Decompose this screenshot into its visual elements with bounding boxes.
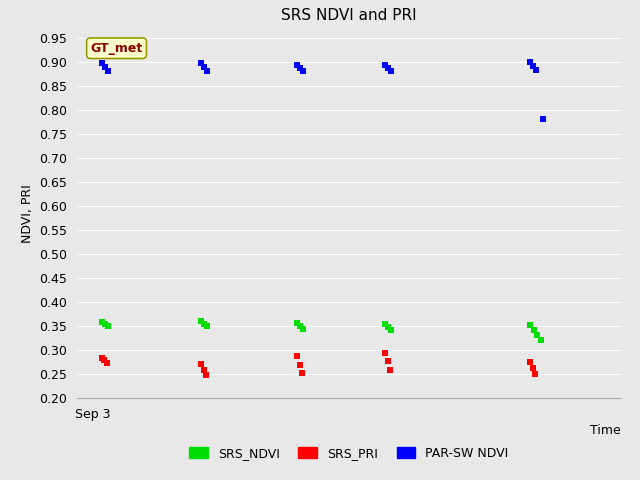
Point [295, 322, 305, 330]
PAR-SW NDVI [103, 67, 113, 75]
Point [386, 67, 396, 74]
Point [383, 358, 393, 365]
SRS_PRI [102, 360, 112, 367]
Point [297, 370, 307, 377]
Point [292, 319, 302, 326]
Point [531, 66, 541, 74]
PAR-SW NDVI [97, 60, 107, 67]
Point [201, 372, 211, 379]
Text: Time: Time [590, 424, 621, 437]
Point [199, 320, 209, 327]
Title: SRS NDVI and PRI: SRS NDVI and PRI [281, 9, 417, 24]
Point [202, 323, 212, 330]
Point [525, 359, 535, 366]
SRS_NDVI [103, 323, 113, 330]
Point [196, 317, 206, 324]
Point [527, 364, 538, 372]
Point [292, 61, 302, 69]
Text: GT_met: GT_met [90, 42, 143, 55]
SRS_PRI [97, 354, 107, 361]
Point [196, 60, 206, 67]
Point [383, 323, 394, 331]
Point [532, 331, 543, 339]
Point [196, 360, 206, 368]
Point [536, 336, 546, 344]
PAR-SW NDVI [100, 63, 110, 71]
Point [525, 322, 535, 329]
SRS_PRI [99, 357, 109, 364]
Point [292, 352, 302, 360]
Point [380, 320, 390, 328]
Point [538, 115, 548, 122]
Point [529, 326, 539, 334]
Point [202, 67, 212, 75]
Legend: SRS_NDVI, SRS_PRI, PAR-SW NDVI: SRS_NDVI, SRS_PRI, PAR-SW NDVI [184, 442, 514, 465]
Point [528, 62, 538, 70]
Point [530, 370, 540, 378]
Point [295, 64, 305, 72]
Point [380, 61, 390, 69]
Point [199, 63, 209, 71]
Point [385, 366, 396, 374]
Point [383, 64, 394, 72]
Point [198, 366, 209, 373]
Point [525, 59, 535, 66]
SRS_NDVI [100, 320, 110, 328]
Point [298, 325, 308, 333]
Y-axis label: NDVI, PRI: NDVI, PRI [20, 184, 33, 243]
SRS_NDVI [97, 318, 107, 325]
Point [298, 67, 308, 74]
Point [380, 349, 390, 357]
Point [294, 361, 305, 369]
Point [386, 326, 396, 334]
